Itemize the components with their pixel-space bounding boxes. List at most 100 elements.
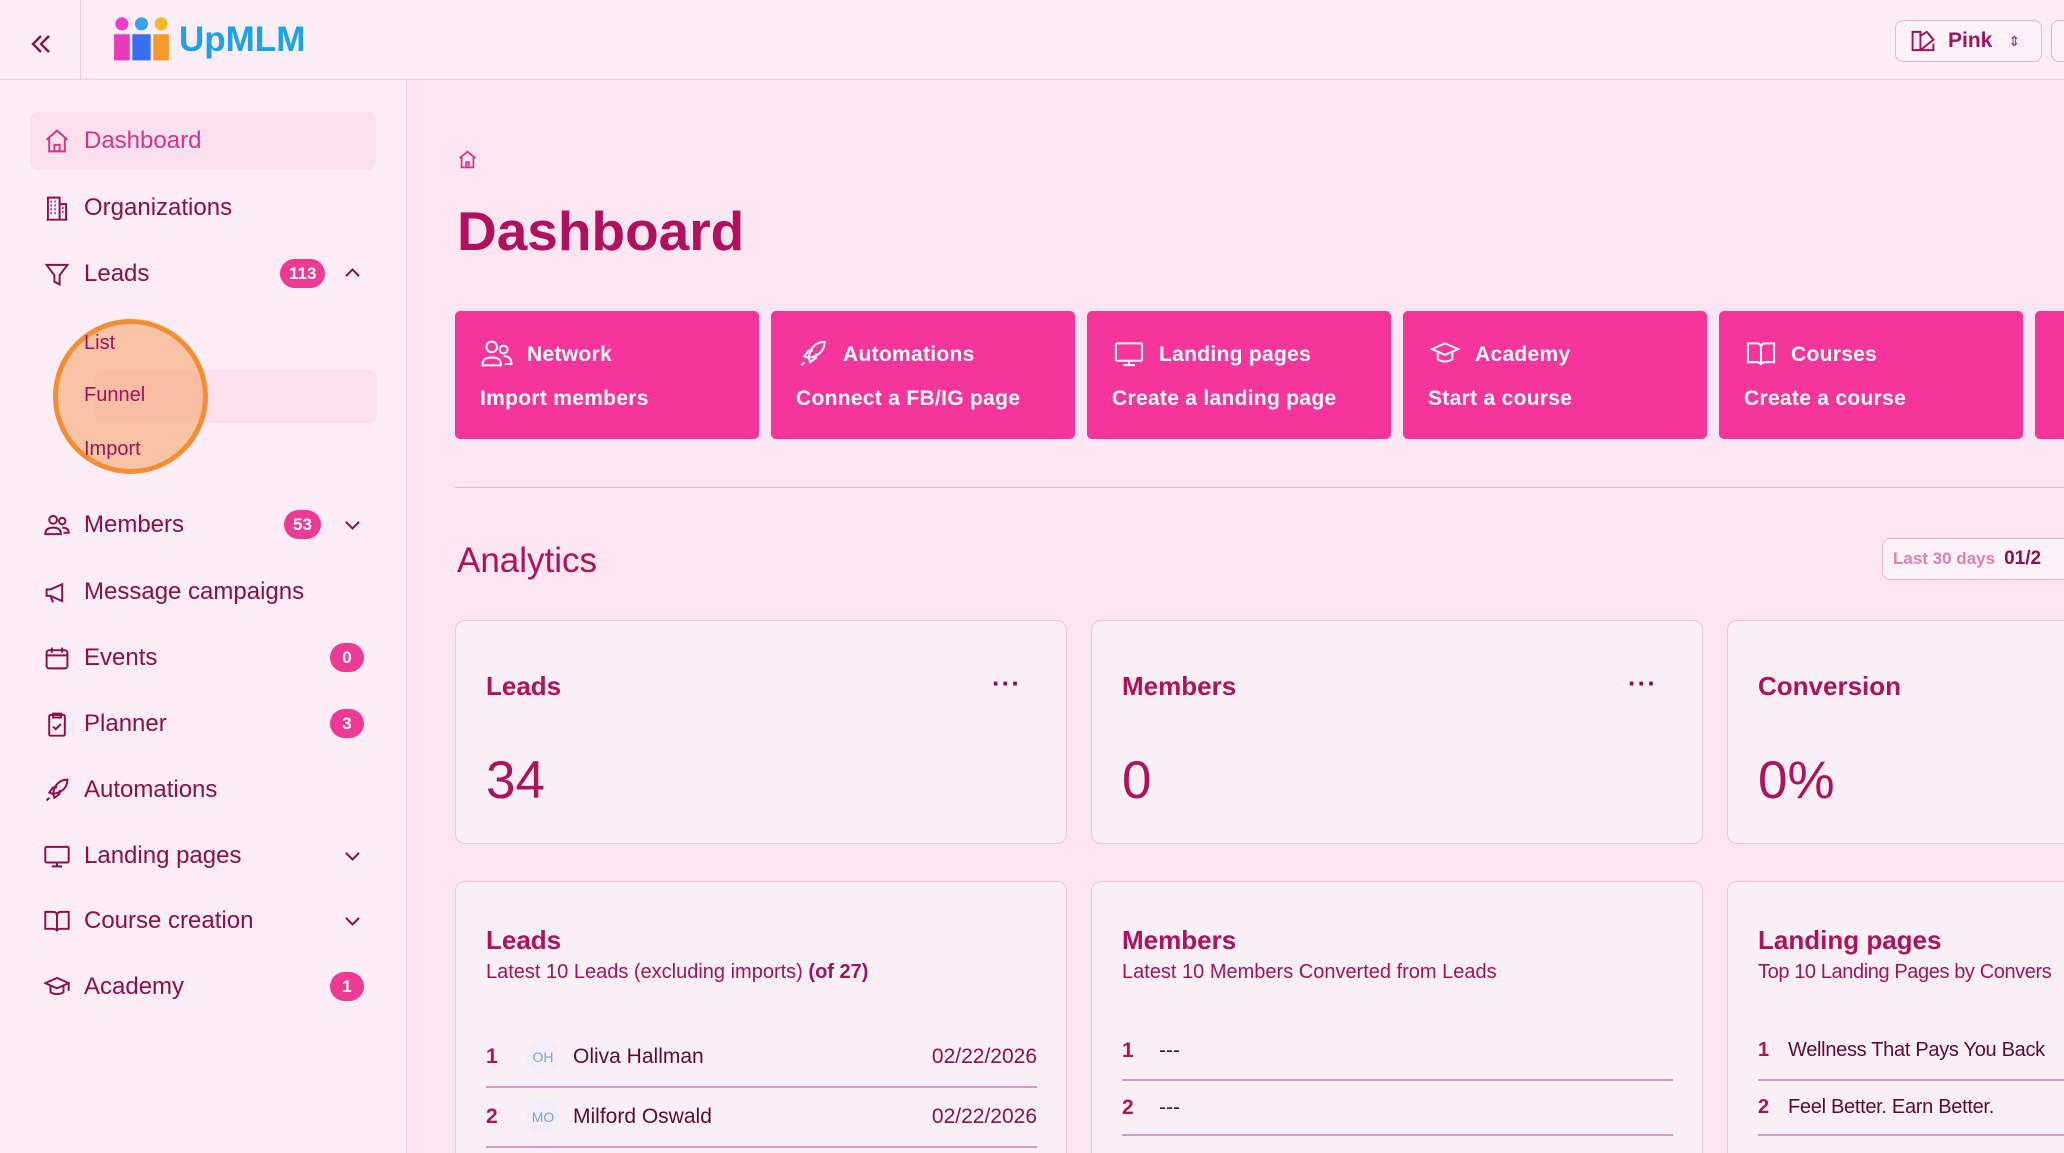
monitor-icon — [42, 842, 71, 871]
planner-count-badge: 3 — [330, 709, 364, 738]
action-title: Landing pages — [1159, 343, 1312, 366]
page-title: Dashboard — [457, 200, 745, 262]
sidebar-item-label: Message campaigns — [84, 578, 305, 605]
chevron-up-icon[interactable] — [342, 263, 363, 284]
topbar-divider — [80, 0, 81, 80]
more-options-icon[interactable]: ··· — [1628, 668, 1657, 698]
action-card-automations[interactable]: Automations Connect a FB/IG page — [771, 311, 1075, 439]
table-row[interactable]: 2 MO Milford Oswald 02/22/2026 — [486, 1087, 1037, 1148]
leads-count-badge: 113 — [280, 259, 326, 288]
submenu-item-list[interactable]: List — [84, 332, 116, 354]
landing-page-name: Wellness That Pays You Back — [1788, 1039, 2045, 1061]
book-icon — [42, 907, 71, 936]
stat-title: Conversion — [1758, 671, 1902, 701]
graduation-cap-icon — [1429, 342, 1461, 363]
row-number: 1 — [1122, 1038, 1134, 1062]
logo-icon — [114, 17, 169, 61]
sidebar-item-dashboard[interactable]: Dashboard — [30, 112, 376, 170]
users-icon — [481, 340, 513, 367]
table-row[interactable]: 2 Feel Better. Earn Better. — [1758, 1081, 2064, 1136]
row-number: 2 — [1122, 1095, 1134, 1119]
action-subtitle: Create a course — [1744, 387, 1907, 410]
collapse-sidebar-icon[interactable] — [29, 32, 53, 56]
action-card-academy[interactable]: Academy Start a course — [1403, 311, 1707, 439]
latest-leads-card: Leads Latest 10 Leads (excluding imports… — [455, 881, 1067, 1153]
action-subtitle: Create a landing page — [1112, 387, 1337, 410]
sidebar-item-automations[interactable]: Automations — [30, 761, 376, 819]
sidebar-item-label: Dashboard — [84, 127, 202, 154]
sidebar-item-label: Academy — [84, 973, 185, 1000]
row-number: 2 — [1758, 1096, 1769, 1118]
sidebar-item-label: Automations — [84, 776, 218, 803]
sidebar-item-label: Course creation — [84, 907, 254, 934]
submenu-item-funnel[interactable]: Funnel — [84, 384, 146, 406]
theme-select-value: Pink — [1948, 29, 1993, 52]
card-subtitle: Top 10 Landing Pages by Convers — [1758, 961, 2052, 983]
table-row[interactable]: 1 Wellness That Pays You Back — [1758, 1022, 2064, 1081]
latest-members-card: Members Latest 10 Members Converted from… — [1091, 881, 1703, 1153]
action-title: Courses — [1791, 343, 1878, 366]
stat-card-members: Members ··· 0 — [1091, 620, 1703, 844]
sidebar-item-members[interactable]: Members 53 — [30, 496, 376, 554]
sidebar-item-label: Events — [84, 644, 158, 671]
action-card-network[interactable]: Network Import members — [455, 311, 759, 439]
stat-card-conversion: Conversion 0% — [1727, 620, 2064, 844]
table-row[interactable]: 2 --- — [1122, 1081, 1673, 1136]
date-range-value: 01/2 — [2004, 548, 2042, 569]
rocket-icon — [800, 340, 826, 366]
stat-card-leads: Leads ··· 34 — [455, 620, 1067, 844]
action-title: Network — [527, 343, 612, 366]
card-subtitle: Latest 10 Leads (excluding imports) — [486, 961, 803, 983]
chevron-down-icon[interactable] — [342, 514, 363, 535]
click-indicator — [53, 319, 208, 474]
sidebar-item-landing-pages[interactable]: Landing pages — [30, 827, 376, 885]
sidebar-item-course-creation[interactable]: Course creation — [30, 892, 376, 950]
more-options-icon[interactable]: ··· — [992, 668, 1021, 698]
sidebar-item-label: Members — [84, 511, 185, 538]
book-icon — [1746, 342, 1776, 366]
theme-select[interactable]: Pink ⇕ — [1895, 20, 2042, 62]
row-number: 1 — [1758, 1039, 1769, 1061]
monitor-icon — [1114, 342, 1144, 367]
action-subtitle: Start a course — [1428, 387, 1573, 410]
sidebar-item-label: Landing pages — [84, 842, 242, 869]
updown-icon: ⇕ — [2008, 32, 2021, 49]
action-card-courses[interactable]: Courses Create a course — [1719, 311, 2023, 439]
analytics-title: Analytics — [457, 541, 598, 580]
chevron-down-icon[interactable] — [342, 845, 363, 866]
rocket-icon — [42, 776, 71, 805]
table-row[interactable]: 1 OH Oliva Hallman 02/22/2026 — [486, 1027, 1037, 1088]
sidebar-item-message-campaigns[interactable]: Message campaigns — [30, 563, 376, 621]
academy-count-badge: 1 — [330, 972, 364, 1001]
chevron-down-icon[interactable] — [342, 910, 363, 931]
header-button[interactable] — [2051, 20, 2064, 62]
top-bar: UpMLM Pink ⇕ — [0, 0, 2064, 80]
action-subtitle: Import members — [480, 387, 649, 410]
avatar: MO — [526, 1099, 560, 1134]
sidebar-item-events[interactable]: Events 0 — [30, 629, 376, 687]
sidebar-item-label: Organizations — [84, 194, 233, 221]
breadcrumb-home-icon[interactable] — [457, 149, 478, 170]
date-range-picker[interactable]: Last 30 days 01/2 — [1882, 538, 2064, 580]
action-card-more[interactable] — [2035, 311, 2064, 439]
top-landing-pages-card: Landing pages Top 10 Landing Pages by Co… — [1727, 881, 2064, 1153]
funnel-icon — [42, 260, 71, 289]
lead-date: 02/22/2026 — [931, 1044, 1037, 1068]
stat-value: 0% — [1758, 751, 1835, 810]
sidebar-item-leads[interactable]: Leads 113 — [30, 245, 376, 303]
megaphone-icon — [42, 578, 71, 607]
row-number: 2 — [486, 1104, 498, 1128]
sidebar-item-planner[interactable]: Planner 3 — [30, 695, 376, 753]
table-row[interactable]: 1 --- — [1122, 1022, 1673, 1081]
lead-date: 02/22/2026 — [931, 1104, 1037, 1128]
sidebar-item-label: Planner — [84, 710, 167, 737]
member-name: --- — [1159, 1095, 1180, 1119]
submenu-item-import[interactable]: Import — [84, 438, 141, 460]
sidebar-item-academy[interactable]: Academy 1 — [30, 958, 376, 1016]
brand-name: UpMLM — [179, 20, 306, 59]
sidebar-item-organizations[interactable]: Organizations — [30, 179, 376, 237]
avatar: OH — [526, 1039, 560, 1074]
action-card-landing-pages[interactable]: Landing pages Create a landing page — [1087, 311, 1391, 439]
leads-total-count: (of 27) — [808, 961, 869, 983]
landing-page-name: Feel Better. Earn Better. — [1788, 1096, 1994, 1118]
